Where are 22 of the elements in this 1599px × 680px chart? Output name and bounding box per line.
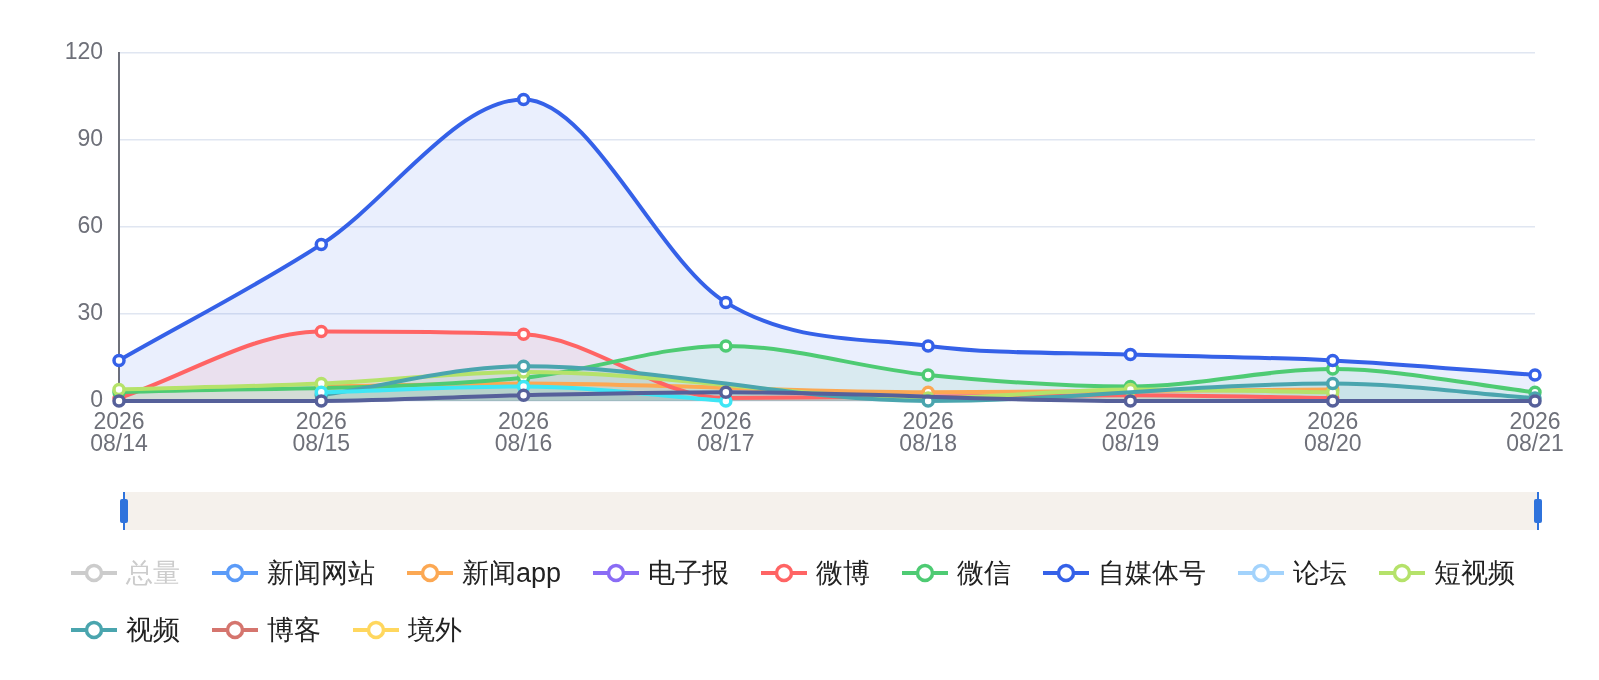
legend-label: 新闻app xyxy=(462,557,562,590)
legend-label: 博客 xyxy=(267,614,321,647)
legend-label: 新闻网站 xyxy=(267,557,375,590)
y-tick-label: 90 xyxy=(77,125,103,152)
y-tick-label: 120 xyxy=(64,38,103,65)
x-tick-label: 2026 08/15 xyxy=(292,407,351,457)
legend-label: 境外 xyxy=(408,614,462,647)
legend-label: 短视频 xyxy=(1434,557,1516,590)
x-tick-label: 2026 08/20 xyxy=(1303,407,1362,457)
legend-label: 微博 xyxy=(816,557,871,590)
legend-label: 论坛 xyxy=(1293,557,1348,590)
legend-label: 电子报 xyxy=(648,557,730,590)
legend-label: 自媒体号 xyxy=(1098,557,1207,590)
legend-label: 视频 xyxy=(126,614,180,647)
y-tick-label: 30 xyxy=(77,299,103,326)
x-tick-label: 2026 08/18 xyxy=(899,407,957,457)
x-tick-label: 2026 08/21 xyxy=(1506,407,1564,457)
x-tick-label: 2026 08/17 xyxy=(697,407,755,457)
x-tick-label: 2026 08/19 xyxy=(1101,407,1160,457)
x-tick-label: 2026 08/16 xyxy=(494,407,553,457)
y-tick-label: 60 xyxy=(77,212,103,239)
legend-label: 微信 xyxy=(957,557,1012,590)
